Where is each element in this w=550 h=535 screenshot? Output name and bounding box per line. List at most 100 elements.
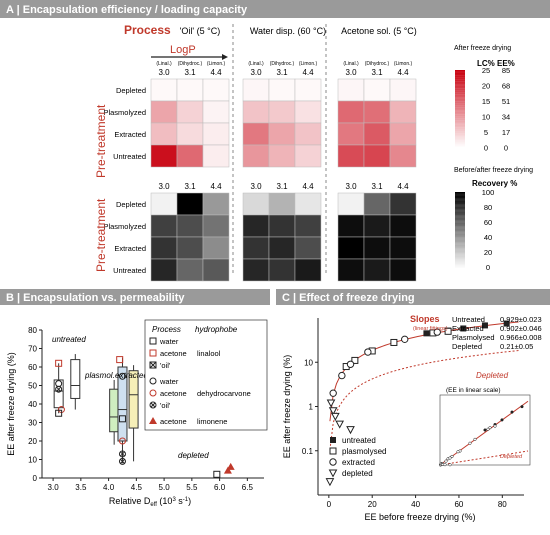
c-point <box>325 478 335 487</box>
heatmap-recovery-cell <box>294 258 322 282</box>
heatmap-ee-cell <box>363 78 391 102</box>
heatmap-ee-cell <box>268 144 296 168</box>
logp-value-top: 3.0 <box>250 68 262 77</box>
heatmap-ee-cell <box>202 100 230 124</box>
column-title-acetone: Acetone sol. (5 °C) <box>341 26 417 36</box>
panel-a-title: A | Encapsulation efficiency / loading c… <box>6 4 248 16</box>
legend-top-lc-tick: 25 <box>482 66 490 75</box>
c-slope-value: 0.966±0.008 <box>500 333 542 342</box>
logp-value-top: 3.1 <box>276 68 288 77</box>
c-point <box>364 348 372 356</box>
legend-bottom-swatch <box>455 225 465 227</box>
legend-bottom-swatch <box>455 230 465 232</box>
c-inset-fit-depleted <box>439 450 529 466</box>
legend-top-swatch <box>455 136 465 138</box>
c-slope-name: Plasmolysed <box>452 333 495 342</box>
b-legend-h1: Process <box>152 325 181 334</box>
legend-bottom-swatch <box>455 193 465 195</box>
legend-top-swatch <box>455 79 465 81</box>
heatmap-ee-cell <box>176 78 204 102</box>
b-point-cross <box>120 458 125 464</box>
row-label-top: Extracted <box>114 130 146 139</box>
legend-bottom-swatch <box>455 223 465 226</box>
heatmap-ee-cell <box>389 144 417 168</box>
pretreatment-label-top: Pre-treatment <box>94 104 108 178</box>
heatmap-recovery-cell <box>337 214 365 238</box>
c-y-tick-label: 0.1 <box>302 447 314 456</box>
panel-c-header-bar <box>276 289 550 305</box>
legend-bottom-swatch <box>455 217 465 219</box>
legend-bottom-swatch <box>455 216 465 218</box>
b-box <box>117 366 128 442</box>
b-x-axis-label: Relative Deff (103 s-1) <box>109 496 191 508</box>
heatmap-ee-cell <box>363 122 391 146</box>
legend-top-swatch <box>455 120 465 123</box>
heatmap-ee-cell <box>176 144 204 168</box>
heatmap-recovery-cell <box>242 192 270 216</box>
legend-top-swatch <box>455 98 465 100</box>
c-point <box>423 330 430 337</box>
legend-top-lc-tick: 0 <box>484 144 488 153</box>
heatmap-ee-cell <box>389 78 417 102</box>
b-x-tick-label: 6.5 <box>242 483 254 492</box>
legend-bottom-swatch <box>455 266 465 268</box>
legend-bottom-tick: 100 <box>482 188 495 197</box>
legend-top-swatch <box>455 71 465 73</box>
heatmap-ee-cell <box>337 144 365 168</box>
legend-top-swatch <box>455 101 465 103</box>
b-point <box>55 385 63 393</box>
heatmap-recovery-cell <box>202 236 230 260</box>
legend-bottom-swatch <box>455 238 465 240</box>
legend-top-col1: LC% <box>477 59 495 68</box>
c-legend-label: extracted <box>342 458 375 467</box>
legend-bottom-subtitle: Recovery % <box>472 179 517 188</box>
heatmap-ee-cell <box>294 78 322 102</box>
legend-bottom-swatch <box>455 265 465 267</box>
c-inset-point <box>486 427 490 431</box>
c-fit-depleted <box>329 350 519 450</box>
c-point <box>460 325 467 332</box>
legend-top-swatch <box>455 89 465 91</box>
legend-bottom-swatch <box>455 249 465 251</box>
legend-top-lc-tick: 10 <box>482 113 490 122</box>
hydrophobe-label: (Linal.) <box>248 61 264 67</box>
legend-bottom-swatch <box>455 220 465 222</box>
legend-top-ee-tick: 17 <box>502 128 510 137</box>
c-x-tick-label: 0 <box>327 500 332 509</box>
legend-top-swatch <box>455 125 465 128</box>
legend-bottom-swatch <box>455 264 465 266</box>
b-point <box>118 450 126 458</box>
b-legend-process: acetone <box>160 417 187 426</box>
heatmap-recovery-cell <box>337 258 365 282</box>
heatmap-ee-cell <box>202 122 230 146</box>
heatmap-ee-cell <box>202 144 230 168</box>
b-point <box>116 356 124 364</box>
b-legend-marker <box>149 417 157 424</box>
b-legend-marker <box>149 361 157 369</box>
c-legend-marker <box>329 458 337 466</box>
c-x-tick-label: 20 <box>368 500 377 509</box>
heatmap-ee-cell <box>176 122 204 146</box>
legend-bottom-swatch <box>455 262 465 264</box>
legend-top-swatch <box>455 141 465 143</box>
heatmap-recovery-cell <box>294 192 322 216</box>
b-y-tick-label: 20 <box>28 437 37 446</box>
legend-top-swatch <box>455 85 465 87</box>
heatmap-recovery-cell <box>242 214 270 238</box>
heatmap-recovery-cell <box>389 236 417 260</box>
panel-c-title: C | Effect of freeze drying <box>282 292 415 304</box>
legend-top-swatch <box>455 138 465 141</box>
heatmap-ee-cell <box>294 122 322 146</box>
legend-bottom-swatch <box>455 239 465 241</box>
row-label-top: Untreated <box>113 152 146 161</box>
b-legend-marker <box>149 401 157 409</box>
c-inset-point <box>450 454 454 458</box>
c-inset-point <box>468 441 472 445</box>
legend-bottom-swatch <box>455 192 465 194</box>
hydrophobe-label: (Limon.) <box>394 61 413 67</box>
legend-top-swatch <box>455 76 465 78</box>
heatmap-ee-cell <box>268 100 296 124</box>
column-title-oil: 'Oil' (5 °C) <box>180 26 221 36</box>
hydrophobe-label: (Linal.) <box>156 61 172 67</box>
legend-bottom-title: Before/after freeze drying <box>454 167 533 174</box>
